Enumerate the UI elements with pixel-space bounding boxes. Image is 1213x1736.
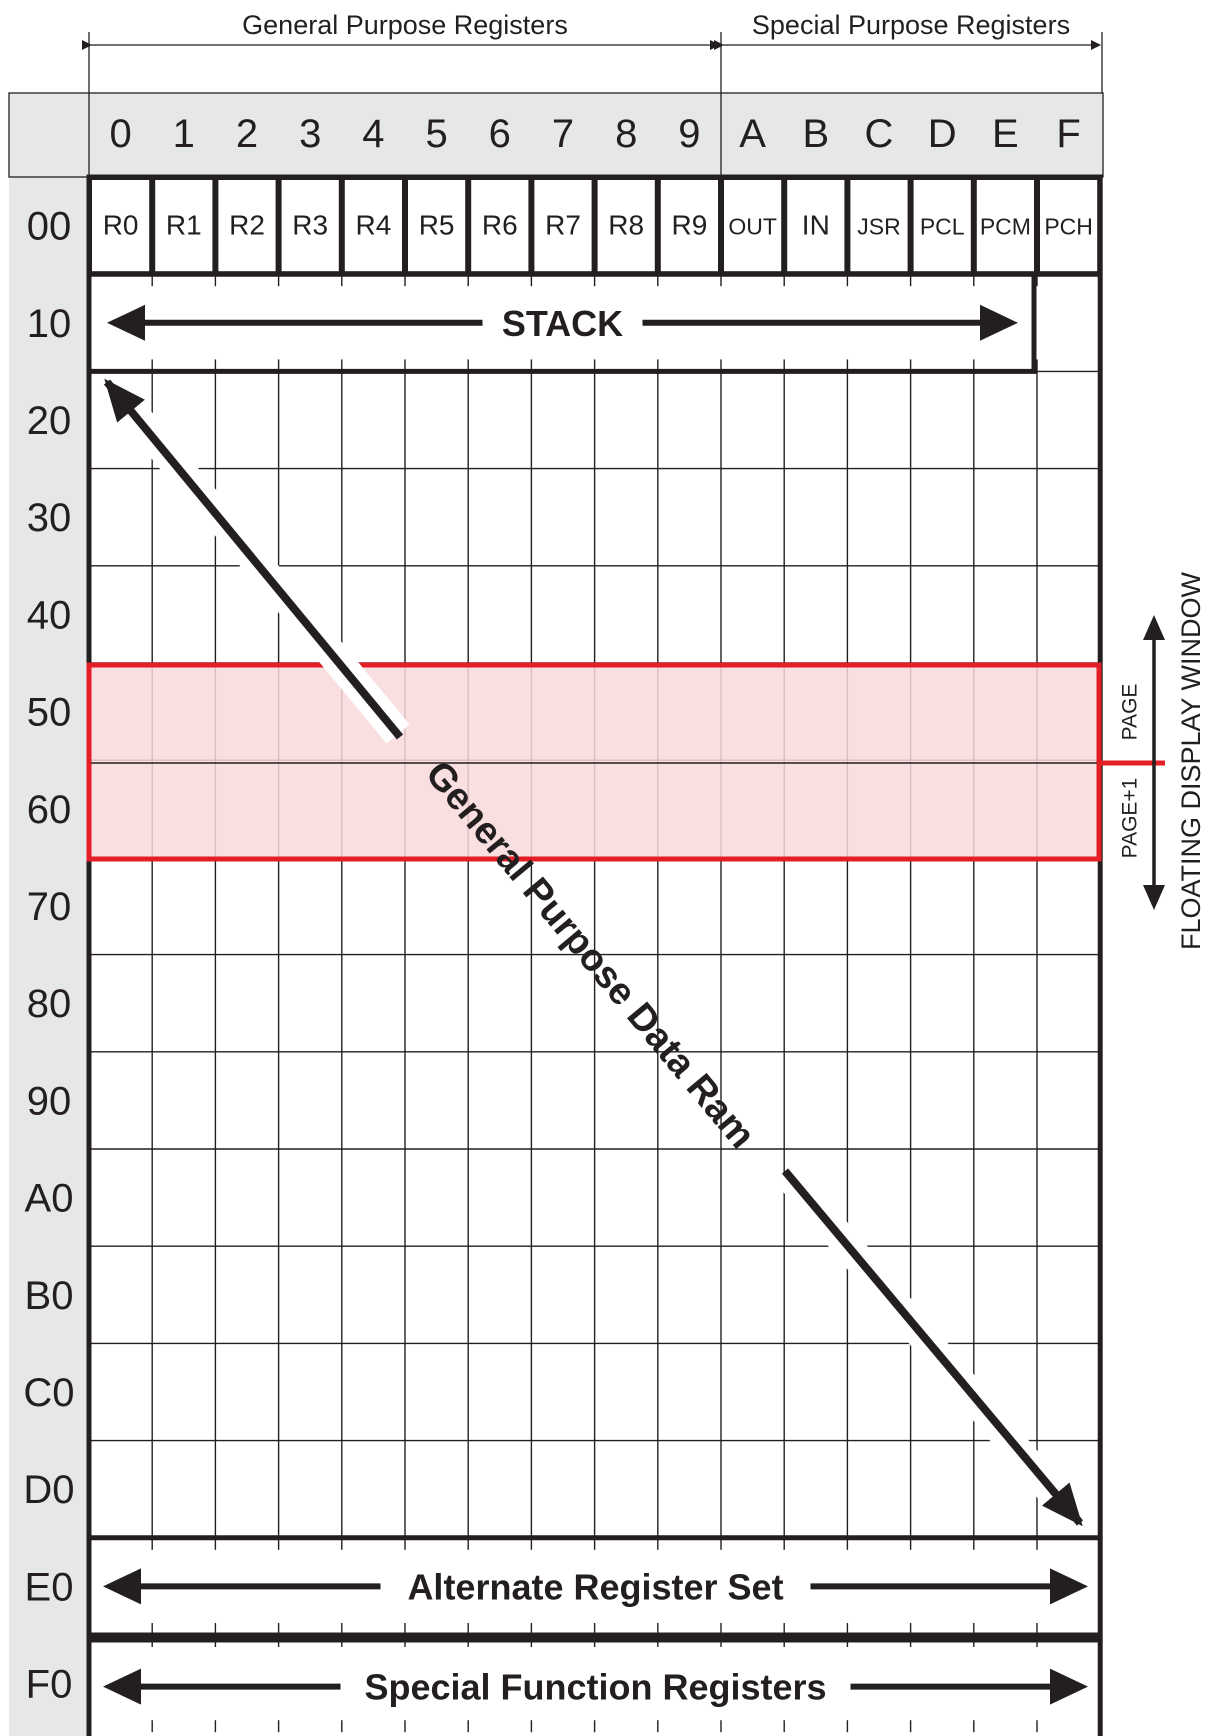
display-window-highlight bbox=[86, 662, 1102, 862]
register-label: R5 bbox=[419, 210, 455, 241]
register-label: R7 bbox=[545, 210, 581, 241]
page-plus-one-label: PAGE+1 bbox=[1119, 778, 1142, 859]
row-header: 50 bbox=[27, 691, 72, 735]
column-header: 7 bbox=[552, 112, 574, 156]
register-label: PCL bbox=[920, 214, 965, 240]
row-header: 00 bbox=[27, 205, 72, 249]
column-header: C bbox=[865, 112, 894, 156]
register-cell bbox=[467, 176, 533, 276]
column-header: B bbox=[802, 112, 829, 156]
register-label: JSR bbox=[857, 214, 900, 240]
row-header: E0 bbox=[25, 1565, 74, 1609]
row-header: 90 bbox=[27, 1079, 72, 1123]
register-cell bbox=[783, 176, 849, 276]
register-label: R2 bbox=[229, 210, 265, 241]
row-header: 10 bbox=[27, 302, 72, 346]
column-header: 5 bbox=[425, 112, 447, 156]
register-label: PCH bbox=[1044, 214, 1093, 240]
register-label: R3 bbox=[292, 210, 328, 241]
column-header: D bbox=[928, 112, 957, 156]
display-window-title: FLOATING DISPLAY WINDOW bbox=[1176, 571, 1206, 950]
row-header: A0 bbox=[25, 1177, 74, 1221]
column-header: 4 bbox=[362, 112, 384, 156]
display-window-scroll-arrow bbox=[1143, 615, 1165, 910]
alternate-register-region: Alternate Register Set bbox=[103, 1566, 1088, 1607]
column-header-background bbox=[9, 93, 1103, 177]
register-label: R8 bbox=[608, 210, 644, 241]
page-label: PAGE bbox=[1119, 684, 1142, 741]
register-cell bbox=[846, 176, 912, 276]
register-cell bbox=[404, 176, 470, 276]
column-header: A bbox=[739, 112, 766, 156]
row-header: 30 bbox=[27, 496, 72, 540]
row-header: 40 bbox=[27, 593, 72, 637]
register-group-brackets bbox=[82, 32, 1103, 93]
register-label: R9 bbox=[672, 210, 708, 241]
special-function-region: Special Function Registers bbox=[103, 1667, 1088, 1708]
row-header: 70 bbox=[27, 885, 72, 929]
column-header: 0 bbox=[109, 112, 131, 156]
stack-region: STACK bbox=[107, 303, 1018, 344]
register-label: PCM bbox=[980, 214, 1031, 240]
stack-region-label: STACK bbox=[502, 303, 623, 344]
register-cell bbox=[656, 176, 722, 276]
column-header: E bbox=[992, 112, 1019, 156]
column-header: 1 bbox=[173, 112, 195, 156]
register-label: R4 bbox=[356, 210, 392, 241]
register-cell bbox=[720, 176, 786, 276]
register-cell bbox=[277, 176, 343, 276]
row-header: B0 bbox=[25, 1274, 74, 1318]
column-header: 6 bbox=[489, 112, 511, 156]
register-cell bbox=[530, 176, 596, 276]
column-header: 9 bbox=[678, 112, 700, 156]
general-ram-arrow bbox=[103, 378, 1084, 1527]
special-registers-label: Special Purpose Registers bbox=[752, 10, 1070, 40]
register-cell bbox=[972, 176, 1038, 276]
register-cell bbox=[593, 176, 659, 276]
register-cell bbox=[88, 176, 154, 276]
register-cell bbox=[214, 176, 280, 276]
row-header: 60 bbox=[27, 788, 72, 832]
row-header: F0 bbox=[26, 1663, 73, 1707]
alternate-register-region-label: Alternate Register Set bbox=[407, 1566, 783, 1607]
register-label: R1 bbox=[166, 210, 202, 241]
column-header: F bbox=[1056, 112, 1080, 156]
general-registers-label: General Purpose Registers bbox=[242, 10, 568, 40]
register-cell bbox=[151, 176, 217, 276]
row-header: D0 bbox=[23, 1468, 74, 1512]
row-header-background bbox=[9, 93, 89, 1736]
column-header: 8 bbox=[615, 112, 637, 156]
register-cell bbox=[340, 176, 406, 276]
register-label: R6 bbox=[482, 210, 518, 241]
special-function-region-label: Special Function Registers bbox=[364, 1667, 826, 1708]
row-header: C0 bbox=[23, 1371, 74, 1415]
register-label: IN bbox=[802, 210, 830, 241]
register-label: R0 bbox=[103, 210, 139, 241]
register-label: OUT bbox=[728, 214, 777, 240]
column-header: 2 bbox=[236, 112, 258, 156]
column-header: 3 bbox=[299, 112, 321, 156]
row-header: 20 bbox=[27, 399, 72, 443]
register-cell bbox=[1036, 176, 1102, 276]
row-header: 80 bbox=[27, 982, 72, 1026]
